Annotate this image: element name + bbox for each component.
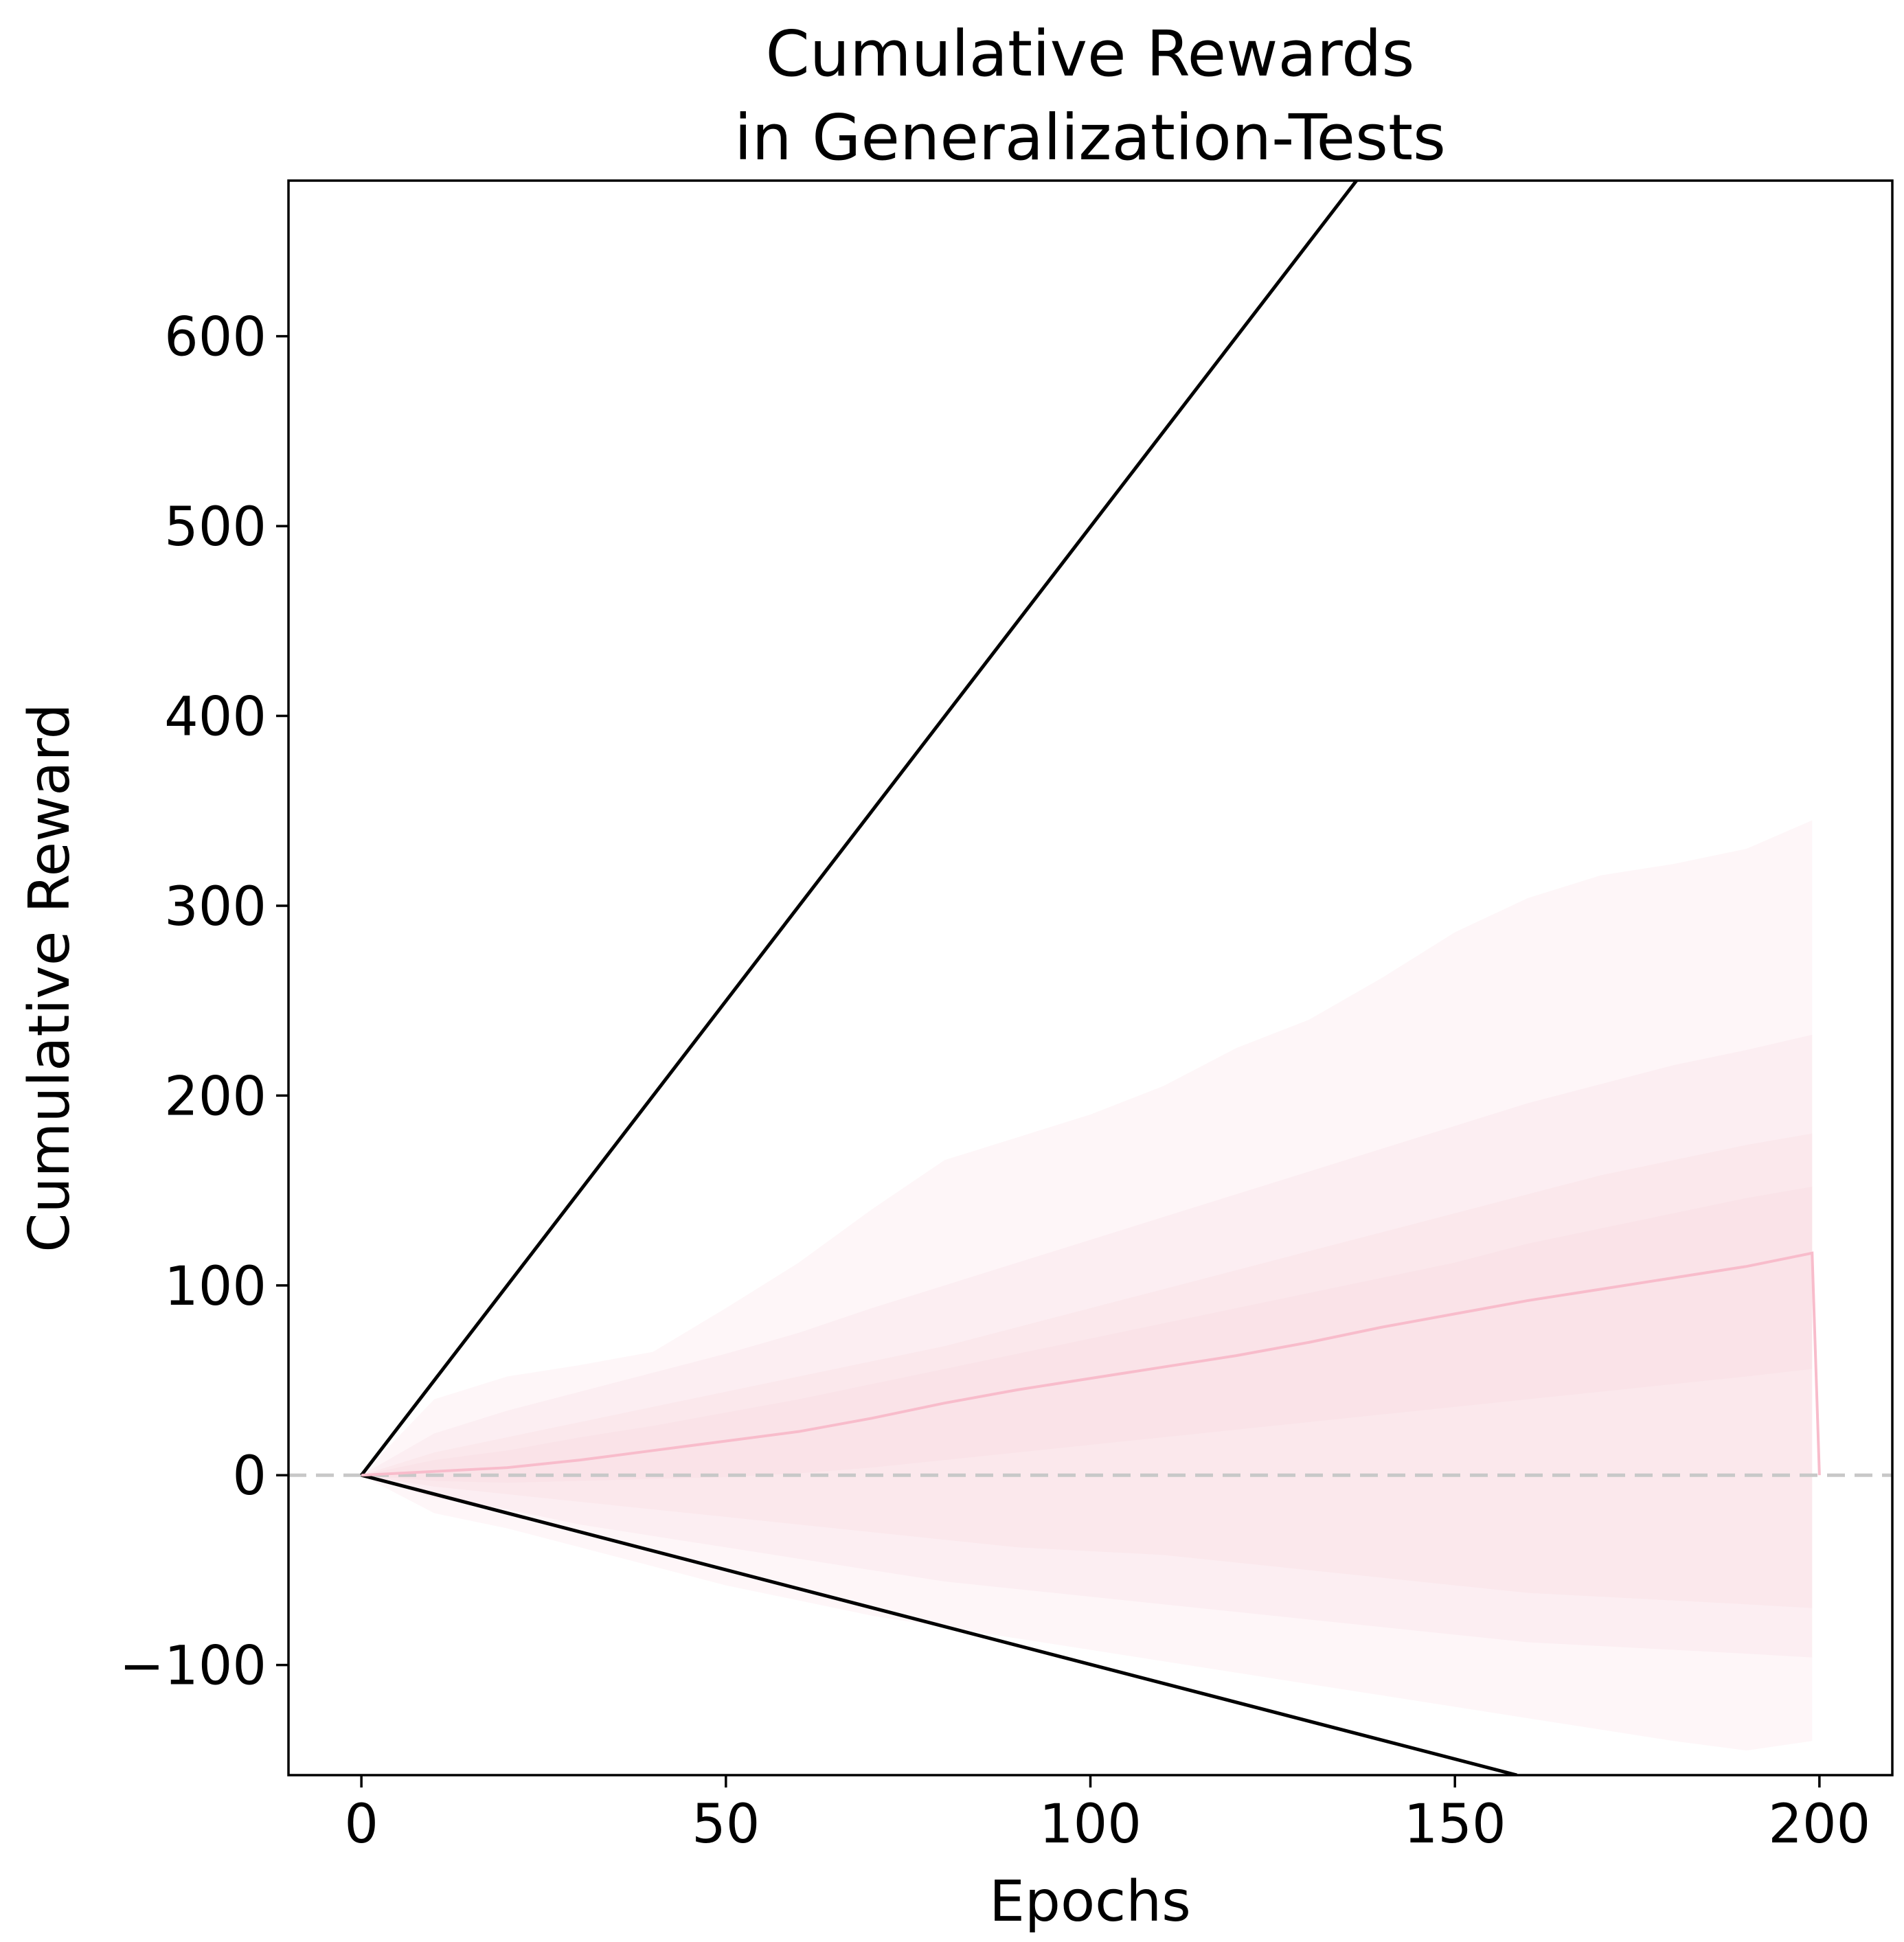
- chart-title-line-2: in Generalization-Tests: [734, 101, 1446, 174]
- chart-title-line-1: Cumulative Rewards: [766, 17, 1415, 91]
- confidence-bands: [361, 820, 1813, 1751]
- y-tick-label: −100: [120, 1636, 267, 1698]
- x-axis-label: Epochs: [989, 1869, 1191, 1934]
- confidence-band-2: [361, 1034, 1813, 1658]
- plot-area: [288, 181, 1892, 1775]
- y-axis-label: Cumulative Reward: [17, 703, 82, 1252]
- x-tick-label: 0: [344, 1794, 378, 1855]
- x-tick-label: 200: [1768, 1794, 1870, 1855]
- y-axis-ticks: −100 0 100 200 300 400 500 600: [120, 307, 288, 1698]
- upper-bound-line: [360, 181, 1358, 1476]
- x-tick-label: 100: [1039, 1794, 1142, 1855]
- confidence-band-1: [361, 820, 1813, 1751]
- y-tick-label: 0: [232, 1446, 267, 1507]
- mean-reward-line: [361, 1251, 1821, 1477]
- y-tick-label: 300: [164, 876, 267, 938]
- confidence-band-4: [361, 1187, 1813, 1483]
- lower-bound-line: [361, 1473, 1518, 1775]
- confidence-band-3: [361, 1133, 1813, 1608]
- x-axis-ticks: 0 50 100 150 200: [344, 1775, 1870, 1855]
- x-tick-label: 150: [1404, 1794, 1506, 1855]
- y-tick-label: 100: [164, 1256, 267, 1318]
- x-tick-label: 50: [692, 1794, 760, 1855]
- y-tick-label: 400: [164, 687, 267, 749]
- y-tick-label: 500: [164, 496, 267, 558]
- y-tick-label: 200: [164, 1066, 267, 1128]
- y-tick-label: 600: [164, 307, 267, 369]
- bound-lines: [360, 181, 1518, 1775]
